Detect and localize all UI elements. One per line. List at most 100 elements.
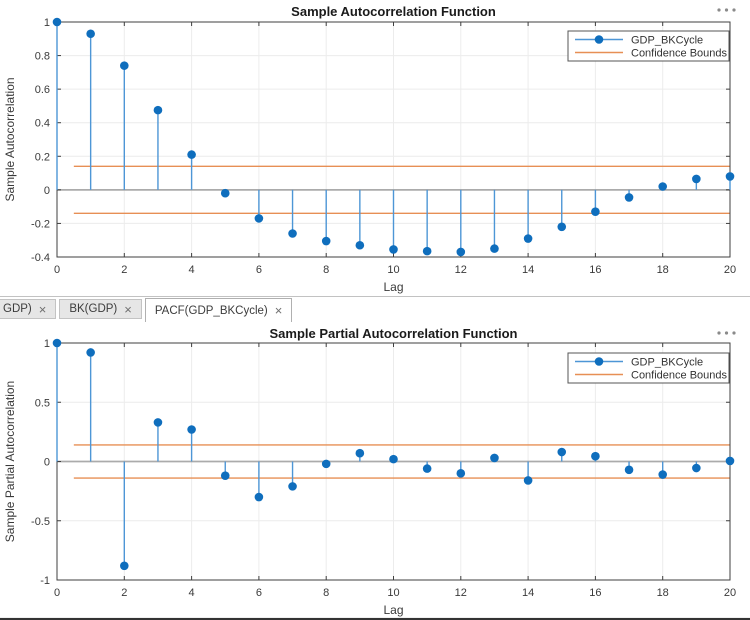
data-point-marker [557,447,567,457]
data-point-marker [490,244,499,253]
data-point-marker [220,471,230,481]
ellipsis-dot [732,331,736,335]
legend-sample-marker-icon [594,35,604,44]
data-point-marker [321,459,331,469]
x-axis-label: Lag [383,280,403,294]
data-point-marker [692,463,701,473]
x-tick-label: 0 [54,587,60,599]
data-point-marker [220,188,230,198]
window-bottom-edge [0,617,750,620]
ellipsis-dot [732,8,736,12]
y-tick-label: 0.4 [35,118,50,130]
x-tick-label: 8 [323,264,329,276]
legend-entry-label: GDP_BKCycle [631,357,703,369]
data-point-marker [321,236,331,246]
y-tick-label: 1 [44,17,50,29]
data-point-marker [490,453,499,463]
data-point-marker [288,482,297,491]
y-tick-label: -0.2 [31,218,50,230]
x-tick-label: 4 [189,587,195,599]
chart-options-ellipsis-icon[interactable] [717,331,736,335]
data-point-marker [591,451,600,461]
legend-entry-label: GDP_BKCycle [631,35,703,47]
data-point-marker [725,456,735,466]
data-point-marker [422,464,432,473]
data-point-marker [86,348,95,357]
data-point-marker [557,222,567,232]
data-point-marker [120,61,129,70]
data-point-marker [389,454,398,464]
legend-entry-label: Confidence Bounds [631,370,728,382]
tab-close-icon[interactable]: × [124,301,132,317]
x-tick-label: 20 [724,264,736,276]
tab-close-icon[interactable]: × [38,301,47,317]
y-tick-label: 0.5 [35,397,50,409]
y-tick-label: -0.4 [31,252,50,264]
data-point-marker [523,476,533,485]
acf-chart: -0.4-0.200.20.40.60.810 2 4 6 8 10 12 14 16 18 20S… [3,4,736,294]
data-point-marker [658,470,667,479]
ellipsis-dot [724,8,729,12]
tab-bar: GDP) × BK(GDP) × PACF(GDP_BKCycle) × [0,296,750,322]
x-tick-label: 16 [589,264,601,276]
tab-label: BK(GDP) [69,303,118,315]
data-point-marker [86,29,95,39]
data-point-marker [624,193,634,202]
chart-title: Sample Partial Autocorrelation Function [270,326,518,341]
x-tick-label: 2 [121,264,127,276]
tab-label: GDP) [3,303,32,315]
x-tick-label: 0 [54,264,60,276]
data-point-marker [692,174,701,184]
data-point-marker [52,338,62,348]
data-point-marker [591,207,600,216]
figure-tab-1[interactable]: BK(GDP) × [59,299,142,319]
y-tick-label: -1 [40,575,50,587]
legend-entry-label: Confidence Bounds [631,48,728,60]
ellipsis-dot [717,8,721,12]
x-tick-label: 20 [724,587,736,599]
x-tick-label: 10 [387,264,399,276]
chart-title: Sample Autocorrelation Function [291,4,496,19]
data-point-marker [725,172,735,181]
y-tick-label: 0.2 [35,151,50,163]
x-tick-label: 18 [657,587,669,599]
x-tick-label: 18 [657,264,669,276]
legend-sample-marker-icon [594,357,604,366]
data-point-marker [153,105,163,115]
x-tick-label: 12 [455,264,467,276]
figure-tab-active[interactable]: PACF(GDP_BKCycle) × [144,298,293,322]
data-point-marker [254,492,264,502]
data-point-marker [254,214,264,223]
legend-box [567,352,730,384]
y-tick-label: 0.8 [35,51,50,63]
data-point-marker [624,465,634,475]
data-point-marker [523,234,533,243]
y-tick-label: 0.6 [35,84,50,96]
y-tick-label: 0 [44,185,50,197]
x-axis-label: Lag [383,603,403,617]
legend-box [567,30,730,62]
data-point-marker [355,240,365,250]
x-tick-label: 14 [522,264,534,276]
x-tick-label: 12 [455,587,467,599]
data-point-marker [456,469,466,478]
data-point-marker [52,17,62,27]
x-tick-label: 2 [121,587,127,599]
figure-tab-0[interactable]: GDP) × [0,299,57,319]
y-tick-label: 0 [44,457,50,469]
data-point-marker [153,418,163,427]
y-tick-label: 1 [44,338,50,350]
y-tick-label: -0.5 [31,516,50,528]
x-tick-label: 8 [323,587,329,599]
data-point-marker [658,182,667,191]
chart-options-ellipsis-icon[interactable] [717,8,736,12]
x-tick-label: 10 [387,587,399,599]
x-tick-label: 4 [189,264,195,276]
tab-close-icon[interactable]: × [274,303,283,318]
y-axis-label: Sample Autocorrelation [3,77,17,201]
y-axis-label: Sample Partial Autocorrelation [3,381,17,542]
